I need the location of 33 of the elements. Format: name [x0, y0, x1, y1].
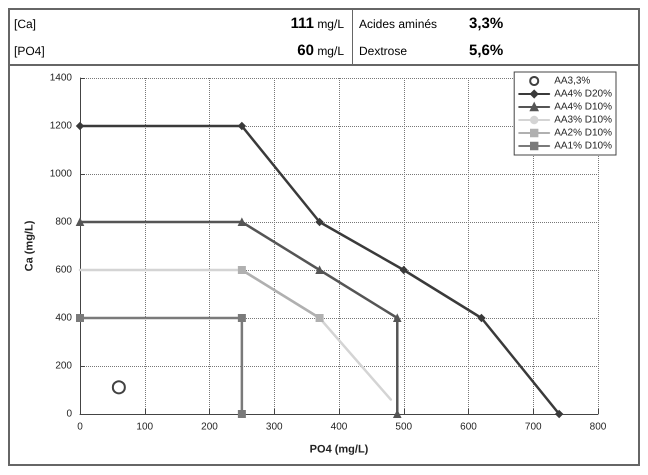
y-tick-label: 400 [55, 312, 72, 324]
text: Dextrose [352, 37, 469, 64]
x-tick-label: 500 [395, 422, 413, 432]
y-tick-label: 600 [55, 264, 72, 276]
y-tick-label: 0 [66, 408, 72, 420]
text: 60 mg/L [296, 42, 345, 59]
y-tick-label: 1200 [50, 120, 72, 132]
text: [Ca] [13, 16, 38, 30]
x-tick-label: 0 [77, 422, 84, 432]
y-tick-label: 1400 [50, 72, 72, 84]
text: 111 mg/L [290, 15, 345, 32]
legend-label: AA1% D10% [554, 140, 612, 152]
x-axis-title: PO4 (mg/L) [310, 444, 369, 456]
text: 3,3% [469, 15, 504, 32]
x-tick-label: 800 [590, 422, 607, 432]
y-axis-title: Ca (mg/L) [24, 220, 36, 272]
x-tick-label: 200 [201, 422, 218, 432]
text: 5,6% [469, 42, 504, 59]
y-tick-label: 800 [55, 216, 72, 228]
x-tick-label: 700 [524, 422, 542, 432]
legend-label: AA3% D10% [554, 114, 612, 126]
x-tick-label: 100 [136, 422, 154, 432]
x-tick-label: 600 [460, 422, 478, 432]
text: [PO4] [13, 44, 46, 58]
text: Acides aminés [352, 10, 469, 37]
legend-label: AA2% D10% [554, 128, 612, 138]
y-tick-label: 200 [55, 360, 72, 372]
y-tick-label: 1000 [50, 168, 72, 180]
legend-label: AA4% D20% [554, 88, 612, 100]
legend-label: AA4% D10% [554, 102, 612, 112]
legend-label: AA3,3% [554, 76, 590, 86]
x-tick-label: 400 [330, 422, 348, 432]
x-tick-label: 300 [266, 422, 284, 432]
